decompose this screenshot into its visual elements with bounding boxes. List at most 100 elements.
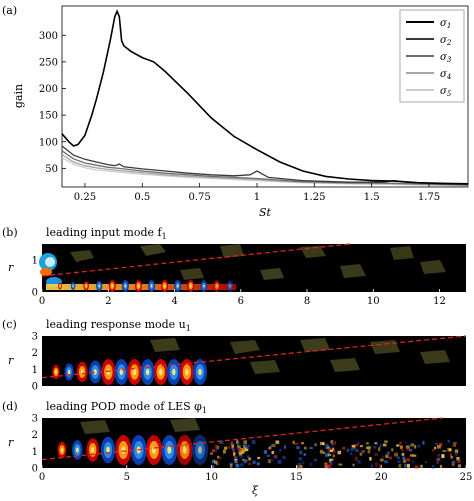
x-tick-label-a: 1.75 (418, 192, 440, 203)
les-speckle (352, 463, 355, 467)
les-speckle (384, 460, 388, 463)
mode-lobe-center (216, 284, 218, 288)
les-speckle (296, 446, 300, 450)
mode-lobe-center (202, 284, 205, 288)
y-tick-label: 0 (32, 382, 38, 393)
les-speckle (355, 443, 359, 447)
les-speckle (216, 445, 220, 450)
les-speckle (230, 441, 234, 445)
les-speckle (283, 445, 286, 449)
panel-label-d: (d) (2, 400, 18, 413)
les-speckle (397, 460, 401, 464)
les-speckle (391, 448, 394, 452)
y-tick-label-a: 200 (39, 84, 58, 95)
les-speckle (241, 458, 246, 461)
les-speckle (277, 459, 282, 464)
les-speckle (360, 450, 365, 454)
les-speckle (324, 445, 328, 449)
les-speckle (314, 458, 317, 462)
y-tick-label: 1 (32, 447, 38, 458)
les-speckle (379, 464, 382, 468)
les-speckle (332, 454, 335, 458)
les-speckle (409, 448, 413, 452)
les-speckle (332, 450, 336, 454)
les-speckle (275, 440, 280, 444)
les-speckle (367, 446, 371, 450)
field-modes-c (52, 359, 207, 385)
les-speckle (236, 441, 241, 445)
x-tick-label-a: 0.25 (74, 192, 96, 203)
les-speckle (409, 454, 414, 457)
y-axis-label-c: r (8, 354, 14, 367)
les-speckle (245, 447, 249, 452)
les-speckle (456, 456, 460, 461)
les-speckle (257, 456, 260, 460)
mode-lobe-center (106, 446, 110, 454)
les-speckle (244, 444, 248, 448)
mode-lobe-center (185, 368, 189, 376)
les-speckle (215, 461, 219, 466)
les-speckle (400, 449, 404, 452)
les-speckle (332, 447, 335, 451)
les-speckle (210, 452, 213, 455)
legend-entry-1: σ1 (440, 18, 451, 30)
les-speckle (350, 452, 353, 455)
x-tick-label: 10 (205, 472, 218, 483)
les-speckle (434, 446, 437, 450)
legend: σ1 σ2 σ3 σ4 σ5 (399, 9, 465, 103)
x-tick-label-a: 1.25 (303, 192, 325, 203)
les-speckle (414, 445, 417, 449)
mode-lobe-center (198, 368, 202, 376)
les-speckle (303, 446, 307, 450)
les-speckle (329, 458, 334, 461)
x-axis-label-a: St (259, 206, 272, 219)
les-speckle (452, 444, 456, 447)
les-speckle (435, 442, 438, 446)
les-speckle (441, 454, 445, 459)
x-tick-label: 0 (39, 296, 45, 307)
les-speckle (232, 449, 235, 452)
mode-lobe-center (60, 447, 64, 453)
les-speckle (212, 459, 216, 464)
les-speckle (245, 446, 249, 449)
y-tick-label-a: 150 (39, 111, 58, 122)
y-tick-label: 2 (32, 430, 38, 441)
les-speckle (268, 459, 271, 464)
les-speckle (219, 440, 224, 444)
les-speckle (299, 450, 303, 455)
les-speckle (214, 444, 218, 449)
les-speckle (211, 449, 215, 453)
mode-lobe-center (98, 284, 101, 288)
les-speckle (271, 450, 275, 455)
les-speckle (270, 444, 273, 447)
les-speckle (263, 450, 268, 454)
les-speckle (274, 454, 278, 459)
les-speckle (325, 462, 328, 466)
les-speckle (431, 464, 435, 469)
field-modes-b (58, 280, 234, 292)
field-pattern-d (80, 418, 200, 434)
mode-lobe-center (93, 369, 97, 375)
legend-entry-5: σ5 (440, 86, 452, 98)
x-tick-label: 8 (304, 296, 310, 307)
les-speckle (449, 453, 452, 457)
les-speckle (251, 440, 256, 445)
les-speckle (422, 440, 425, 445)
mode-lobe-center (106, 368, 111, 376)
x-tick-label: 4 (171, 296, 177, 307)
les-speckle (219, 456, 222, 460)
x-tick-label: 20 (375, 472, 388, 483)
les-speckle (365, 446, 369, 449)
reference-line-b (41, 243, 351, 277)
les-speckle (272, 443, 276, 448)
les-speckle (294, 442, 299, 446)
les-speckle (442, 449, 447, 452)
y-tick-label: 2 (32, 348, 38, 359)
les-speckle (382, 443, 387, 447)
les-speckle (227, 445, 231, 449)
les-speckle (222, 449, 226, 454)
les-speckle (325, 444, 329, 447)
les-speckle (331, 442, 335, 447)
les-speckle (400, 445, 403, 449)
les-speckle (246, 455, 250, 459)
